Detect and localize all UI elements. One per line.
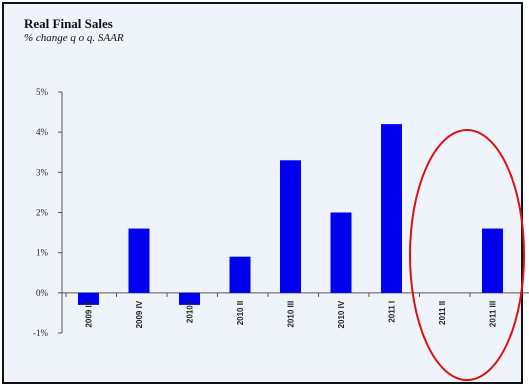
x-tick-label: 2010 II <box>236 301 245 325</box>
x-tick-label: 2011 I <box>388 301 397 323</box>
y-tick-label: 1% <box>36 248 49 258</box>
bar <box>280 160 301 293</box>
x-tick-label: 2011 II <box>438 301 447 325</box>
y-tick-label: -1% <box>33 328 48 338</box>
x-tick-label: 2009 IV <box>135 300 144 328</box>
x-tick-label: 2011 III <box>489 301 498 327</box>
highlight-ellipse <box>410 130 524 380</box>
bar <box>381 124 402 293</box>
bar <box>331 213 352 293</box>
y-tick-label: 5% <box>36 87 49 97</box>
bar <box>482 229 503 293</box>
y-tick-label: 3% <box>36 167 49 177</box>
x-tick-label: 2010 III <box>287 301 296 328</box>
y-axis-labels: -1% 0% 1% 2% 3% 4% 5% <box>33 87 49 338</box>
bar <box>230 257 251 293</box>
x-tick-label: 2010 IV <box>337 300 346 328</box>
y-tick-label: 2% <box>36 208 49 218</box>
y-tick-label: 0% <box>36 288 49 298</box>
y-tick-label: 4% <box>36 127 49 137</box>
chart-bars <box>78 124 503 305</box>
x-axis-labels: 2009 III 2009 IV 2010 I 2010 II 2010 III 2010… <box>85 300 529 328</box>
x-tick-label: 2010 I <box>186 301 195 323</box>
x-tick-label: 2009 III <box>85 301 94 328</box>
bar <box>129 229 150 293</box>
